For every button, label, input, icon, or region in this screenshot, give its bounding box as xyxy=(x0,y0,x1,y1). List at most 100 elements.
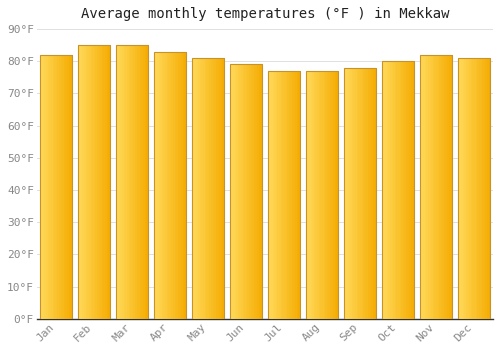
Bar xyxy=(184,51,186,319)
Bar xyxy=(382,61,414,319)
Bar xyxy=(162,51,164,319)
Bar xyxy=(164,51,165,319)
Bar xyxy=(352,68,354,319)
Bar xyxy=(336,71,338,319)
Bar xyxy=(395,61,396,319)
Bar xyxy=(385,61,386,319)
Bar xyxy=(64,55,66,319)
Bar xyxy=(268,71,300,319)
Bar xyxy=(157,51,158,319)
Bar xyxy=(462,58,464,319)
Bar xyxy=(441,55,442,319)
Bar xyxy=(392,61,393,319)
Bar xyxy=(192,58,194,319)
Bar xyxy=(108,45,110,319)
Bar xyxy=(314,71,316,319)
Bar xyxy=(233,64,234,319)
Bar xyxy=(268,71,270,319)
Bar xyxy=(208,58,210,319)
Bar xyxy=(230,64,262,319)
Bar xyxy=(236,64,238,319)
Bar xyxy=(347,68,348,319)
Bar xyxy=(249,64,250,319)
Bar xyxy=(89,45,90,319)
Bar xyxy=(396,61,398,319)
Bar xyxy=(327,71,328,319)
Bar xyxy=(260,64,262,319)
Bar xyxy=(176,51,178,319)
Bar xyxy=(156,51,157,319)
Bar xyxy=(140,45,141,319)
Bar xyxy=(488,58,490,319)
Bar xyxy=(333,71,335,319)
Bar xyxy=(130,45,132,319)
Bar xyxy=(398,61,400,319)
Bar xyxy=(78,45,79,319)
Bar xyxy=(325,71,327,319)
Bar xyxy=(270,71,271,319)
Bar xyxy=(400,61,401,319)
Bar xyxy=(372,68,373,319)
Bar xyxy=(335,71,336,319)
Bar xyxy=(412,61,414,319)
Bar xyxy=(449,55,450,319)
Bar xyxy=(282,71,284,319)
Bar xyxy=(135,45,136,319)
Bar xyxy=(472,58,474,319)
Bar xyxy=(344,68,346,319)
Bar xyxy=(182,51,184,319)
Bar xyxy=(390,61,392,319)
Bar xyxy=(212,58,214,319)
Bar xyxy=(320,71,322,319)
Bar xyxy=(68,55,70,319)
Bar xyxy=(127,45,128,319)
Bar xyxy=(287,71,289,319)
Bar xyxy=(120,45,122,319)
Bar xyxy=(142,45,143,319)
Bar xyxy=(318,71,320,319)
Bar xyxy=(174,51,176,319)
Bar xyxy=(219,58,221,319)
Bar xyxy=(306,71,338,319)
Bar xyxy=(271,71,272,319)
Bar xyxy=(128,45,130,319)
Bar xyxy=(173,51,174,319)
Bar xyxy=(388,61,390,319)
Bar xyxy=(297,71,298,319)
Bar xyxy=(410,61,411,319)
Bar xyxy=(312,71,314,319)
Bar xyxy=(448,55,449,319)
Bar xyxy=(401,61,403,319)
Bar xyxy=(195,58,196,319)
Bar xyxy=(160,51,162,319)
Bar xyxy=(476,58,478,319)
Bar xyxy=(124,45,126,319)
Bar xyxy=(344,68,376,319)
Bar xyxy=(146,45,148,319)
Bar xyxy=(41,55,43,319)
Bar xyxy=(487,58,488,319)
Bar xyxy=(202,58,203,319)
Bar xyxy=(420,55,422,319)
Bar xyxy=(40,55,72,319)
Bar xyxy=(48,55,50,319)
Bar xyxy=(218,58,219,319)
Bar xyxy=(286,71,287,319)
Bar xyxy=(143,45,144,319)
Bar xyxy=(423,55,424,319)
Bar xyxy=(484,58,486,319)
Bar xyxy=(94,45,96,319)
Bar xyxy=(276,71,278,319)
Bar xyxy=(59,55,60,319)
Bar xyxy=(192,58,224,319)
Bar xyxy=(256,64,257,319)
Bar xyxy=(40,55,72,319)
Bar xyxy=(460,58,461,319)
Bar xyxy=(366,68,368,319)
Bar xyxy=(106,45,108,319)
Bar xyxy=(206,58,208,319)
Bar xyxy=(158,51,160,319)
Bar xyxy=(56,55,58,319)
Bar xyxy=(62,55,64,319)
Bar xyxy=(250,64,252,319)
